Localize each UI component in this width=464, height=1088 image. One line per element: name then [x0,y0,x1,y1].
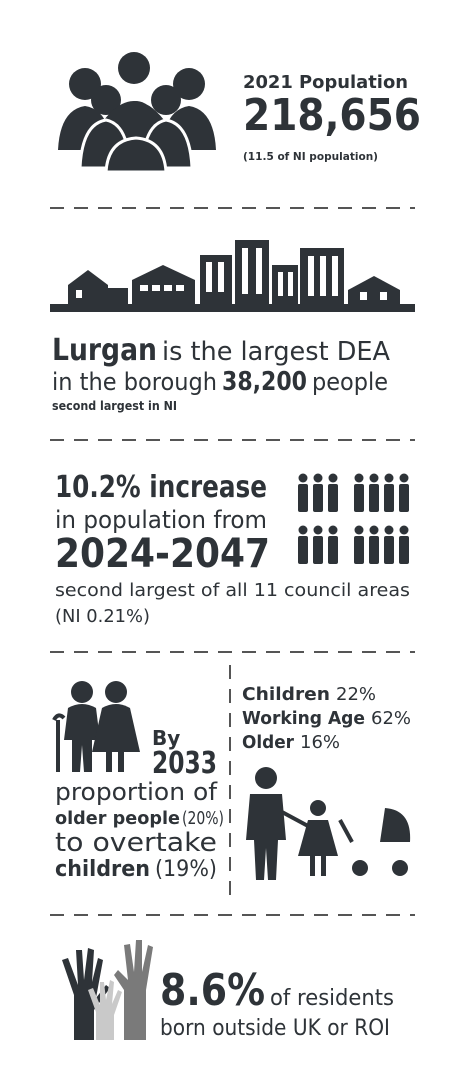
person [369,473,379,483]
person [328,536,338,564]
person [369,484,379,512]
growth-note: second largest of all 11 council areas [55,580,410,601]
person [399,525,409,535]
dea-note: second largest in NI [52,399,177,413]
person [328,473,338,483]
dea-line: in the borough [52,368,217,396]
age-group-value: 22% [336,684,376,705]
ageing-line: proportion of [55,778,218,806]
person [399,484,409,512]
person [384,473,394,483]
dea-line: is the largest DEA [162,337,390,367]
growth-ni: (NI 0.21%) [55,606,150,627]
age-group-label: Children [242,684,330,705]
person [328,525,338,535]
dea-unit: people [312,368,388,396]
population-note: (11.5 of NI population) [243,150,378,163]
growth-line: in population from [55,506,267,534]
person [313,525,323,535]
people-grid-icon [298,473,409,564]
age-group-label: Working Age [242,708,365,729]
age-group-label: Older [242,732,294,753]
age-group-value: 62% [371,708,411,729]
growth-headline: 10.2% increase [55,470,267,505]
population-label: 2021 Population [243,72,408,93]
person [354,536,364,564]
family-icon [246,767,411,880]
dea-name: Lurgan [52,333,157,368]
person [354,484,364,512]
ageing-older: older people [55,808,180,829]
person [354,525,364,535]
person [399,536,409,564]
born-outside-line: of residents [270,986,394,1011]
person [369,536,379,564]
born-outside-line: born outside UK or ROI [160,1016,390,1041]
person [313,473,323,483]
person [399,473,409,483]
older-couple-icon [52,681,140,772]
population-value: 218,656 [243,90,421,141]
person [298,473,308,483]
person [384,536,394,564]
born-outside-value: 8.6% [160,965,265,1016]
person [354,473,364,483]
person [298,484,308,512]
skyline-icon [50,240,415,312]
ageing-by: By [152,726,180,750]
ageing-children: children [55,857,150,882]
person [313,484,323,512]
people-icon [58,52,216,174]
growth-period: 2024-2047 [55,531,270,577]
ageing-children-pct: (19%) [155,857,217,882]
person [384,484,394,512]
ageing-older-pct: (20%) [182,808,224,829]
person [298,525,308,535]
person [384,525,394,535]
dea-figure: 38,200 [222,367,307,397]
person [328,484,338,512]
age-groups: Children 22% Working Age 62% Older 16% [242,684,411,753]
age-group-value: 16% [300,732,340,753]
person [313,536,323,564]
person [369,525,379,535]
ageing-year: 2033 [152,746,217,781]
ageing-line: to overtake [55,828,217,858]
person [298,536,308,564]
hands-icon [62,940,153,1040]
